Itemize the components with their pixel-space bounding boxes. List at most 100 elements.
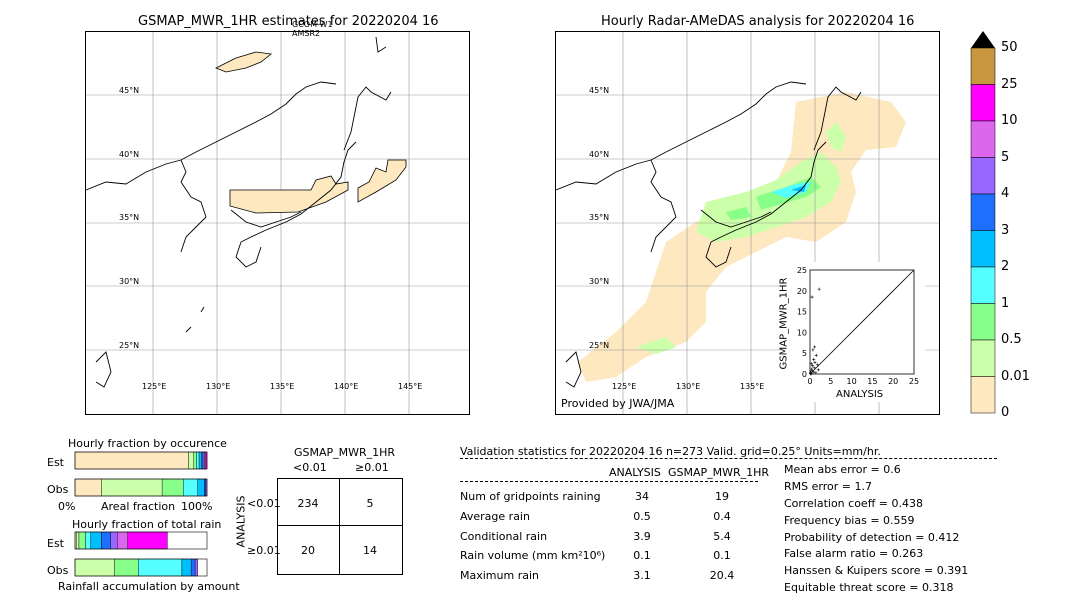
right-lat-label: 30°N xyxy=(589,277,610,286)
right-map-title: Hourly Radar-AMeDAS analysis for 2022020… xyxy=(601,14,915,29)
scatter-point xyxy=(816,368,820,372)
scatter-point xyxy=(813,345,817,349)
fraction-bar-segment xyxy=(76,531,80,550)
colorbar-tick-label: 3 xyxy=(1001,222,1010,238)
right-lat-label: 25°N xyxy=(589,341,610,350)
scatter-xlabel: ANALYSIS xyxy=(836,389,884,400)
scatter-point xyxy=(815,363,819,367)
scatter-diagonal xyxy=(809,269,915,375)
scatter-point xyxy=(811,348,815,352)
occurence-tick-100: 100% xyxy=(181,500,213,513)
stats-row-label: Num of gridpoints raining xyxy=(460,490,601,503)
totalrain-chart xyxy=(74,531,208,577)
scatter-point xyxy=(812,357,816,361)
stats-gsmap-value: 0.4 xyxy=(713,510,731,523)
stats-row-label: Conditional rain xyxy=(460,530,548,543)
scatter-y-tick: 15 xyxy=(797,308,807,317)
stats-analysis-value: 0.5 xyxy=(633,510,651,523)
score-line: Hanssen & Kuipers score = 0.391 xyxy=(784,564,969,577)
occurence-tick-0: 0% xyxy=(58,500,76,513)
score-line: Mean abs error = 0.6 xyxy=(784,463,901,476)
scatter-y-tick: 0 xyxy=(802,370,807,379)
right-lat-label: 35°N xyxy=(589,213,610,222)
left-lon-label: 145°E xyxy=(398,382,423,391)
stats-gsmap-value: 5.4 xyxy=(713,530,731,543)
score-line: Frequency bias = 0.559 xyxy=(784,514,915,527)
score-line: Probability of detection = 0.412 xyxy=(784,531,960,544)
stats-gsmap-value: 0.1 xyxy=(713,549,731,562)
stats-gsmap-value: 20.4 xyxy=(709,569,735,582)
fraction-bar-segment xyxy=(138,558,183,577)
stats-gsmap-value: 19 xyxy=(715,490,729,503)
stats-header: Validation statistics for 20220204 16 n=… xyxy=(460,445,881,458)
right-lat-label: 45°N xyxy=(589,86,610,95)
colorbar-segment xyxy=(970,157,996,195)
ctable-cell: 5 xyxy=(366,497,374,510)
scatter-inset: 0 5 10 15 20 25 0 5 10 15 20 25 xyxy=(797,266,919,386)
occurence-obs-label: Obs xyxy=(47,483,69,496)
stats-col-analysis: ANALYSIS xyxy=(609,466,661,479)
colorbar-tick-label: 1 xyxy=(1001,295,1010,311)
fraction-bar-segment xyxy=(101,478,163,497)
fraction-bar-segment xyxy=(74,558,115,577)
colorbar-segment xyxy=(970,339,996,377)
fraction-bar-frame xyxy=(74,478,208,497)
left-lon-label: 135°E xyxy=(270,382,295,391)
right-lon-label: 135°E xyxy=(740,382,765,391)
stats-analysis-value: 3.9 xyxy=(633,530,651,543)
score-line: Correlation coeff = 0.438 xyxy=(784,497,923,510)
scatter-point xyxy=(809,362,813,366)
scatter-point xyxy=(813,360,817,364)
colorbar-tick-label: 4 xyxy=(1001,186,1010,201)
right-lon-label: 130°E xyxy=(676,382,701,391)
fraction-bar-segment xyxy=(181,558,192,577)
ctable-title: GSMAP_MWR_1HR xyxy=(294,446,396,459)
fraction-bar-segment xyxy=(197,478,205,497)
sat-label-1: GCOM-W1 xyxy=(292,20,333,29)
scatter-y-tick: 25 xyxy=(797,266,807,275)
colorbar-segment xyxy=(970,303,996,341)
credit-text: Provided by JWA/JMA xyxy=(561,397,675,410)
left-lat-label: 30°N xyxy=(119,277,140,286)
scatter-x-tick: 25 xyxy=(909,377,919,386)
colorbar-segment xyxy=(970,47,996,85)
ctable-col-2: ≥0.01 xyxy=(355,461,389,474)
fraction-bar-segment xyxy=(127,531,168,550)
scatter-point xyxy=(811,370,815,374)
left-lat-label: 45°N xyxy=(119,86,140,95)
ctable-col-1: <0.01 xyxy=(293,461,327,474)
scatter-point xyxy=(814,371,818,375)
colorbar-tick-label: 50 xyxy=(1001,40,1018,55)
colorbar-segment xyxy=(970,193,996,231)
colorbar-segment xyxy=(970,120,996,158)
ctable-row-axis-label: ANALYSIS xyxy=(234,495,248,548)
stats-row-label: Average rain xyxy=(460,510,530,523)
totalrain-title: Hourly fraction of total rain xyxy=(72,518,222,531)
scatter-x-tick: 20 xyxy=(888,377,898,386)
colorbar-tick-label: 2 xyxy=(1001,259,1010,274)
fraction-bar-segment xyxy=(90,531,102,550)
scatter-y-tick: 5 xyxy=(802,349,807,358)
score-line: RMS error = 1.7 xyxy=(784,480,872,493)
colorbar-tick-label: 10 xyxy=(1001,113,1018,128)
right-lon-label: 125°E xyxy=(612,382,637,391)
totalrain-est-label: Est xyxy=(47,537,64,550)
scatter-x-tick: 0 xyxy=(807,377,812,386)
colorbar-tick-label: 0.01 xyxy=(1001,368,1030,384)
colorbar-segment xyxy=(970,230,996,268)
occurence-chart xyxy=(74,451,208,497)
totalrain-xlabel: Rainfall accumulation by amount xyxy=(58,580,240,593)
stats-analysis-value: 0.1 xyxy=(633,549,651,562)
stats-row-label: Rain volume (mm km²10⁶) xyxy=(460,549,606,562)
fraction-bar-segment xyxy=(193,451,197,470)
ctable-row-2: ≥0.01 xyxy=(247,544,281,557)
fraction-bar-frame xyxy=(74,451,208,470)
fraction-bar-segment xyxy=(196,451,200,470)
fraction-bar-segment xyxy=(190,558,196,577)
colorbar xyxy=(970,31,996,414)
scatter-x-tick: 15 xyxy=(867,377,877,386)
scatter-point xyxy=(810,364,814,368)
scatter-point xyxy=(817,287,821,291)
score-line: Equitable threat score = 0.318 xyxy=(784,581,954,594)
occurence-xlabel: Areal fraction xyxy=(101,500,176,513)
